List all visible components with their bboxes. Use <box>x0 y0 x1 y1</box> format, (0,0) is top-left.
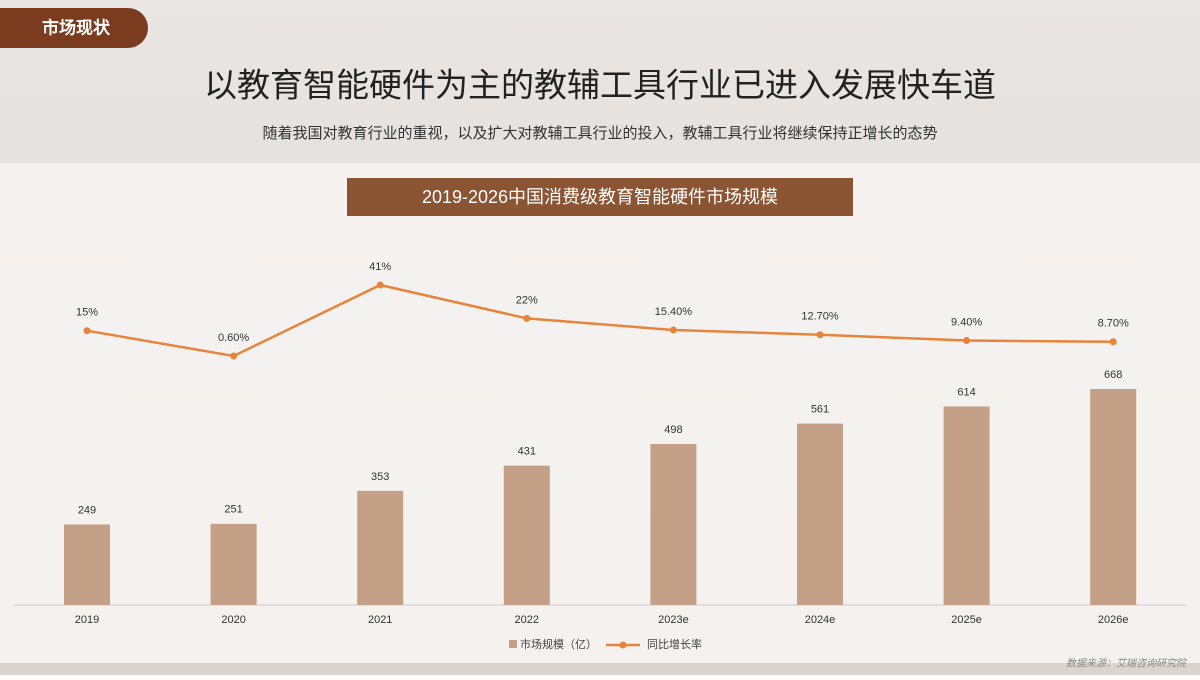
subtitle: 随着我国对教育行业的重视，以及扩大对教辅工具行业的投入，教辅工具行业将继续保持正… <box>262 125 937 142</box>
growth-point <box>1109 338 1117 346</box>
legend-swatch <box>509 640 517 648</box>
bar <box>210 523 257 605</box>
bar <box>943 406 990 605</box>
growth-label: 0.60% <box>218 332 249 344</box>
bar-label: 353 <box>371 471 389 483</box>
growth-point <box>669 326 677 334</box>
growth-label: 9.40% <box>951 316 982 328</box>
bar <box>1090 389 1137 605</box>
x-tick-label: 2021 <box>368 614 392 626</box>
growth-point <box>230 352 238 360</box>
growth-point <box>816 331 824 339</box>
x-tick-label: 2023e <box>658 614 689 626</box>
tag-bg <box>0 8 148 48</box>
growth-point <box>523 314 531 322</box>
bar <box>503 465 550 605</box>
chart-panel <box>0 163 1200 663</box>
bar <box>797 423 843 605</box>
growth-point <box>376 281 384 289</box>
title: 以教育智能硬件为主的教辅工具行业已进入发展快车道 <box>204 67 996 104</box>
bar-label: 614 <box>957 386 975 398</box>
growth-label: 15% <box>76 307 98 319</box>
tag: 市场现状 <box>42 17 111 37</box>
legend-label: 同比增长率 <box>647 637 702 651</box>
growth-line <box>86 283 1114 358</box>
x-tick-label: 2022 <box>515 614 539 626</box>
chart-title: 2019-2026中国消费级教育智能硬件市场规模 <box>422 187 778 207</box>
growth-point <box>83 327 91 335</box>
bar-label: 498 <box>664 424 682 436</box>
bar-label: 668 <box>1104 369 1122 381</box>
x-tick-label: 2025e <box>951 614 982 626</box>
x-tick-label: 2019 <box>75 614 99 626</box>
x-tick-label: 2020 <box>221 614 245 626</box>
x-tick-label: 2026e <box>1098 614 1129 626</box>
legend-swatch <box>619 641 627 649</box>
legend-label: 市场规模（亿） <box>520 637 597 651</box>
bar-label: 251 <box>224 504 242 516</box>
growth-label: 41% <box>369 261 391 273</box>
bar-label: 431 <box>518 446 536 458</box>
growth-label: 15.40% <box>655 306 693 318</box>
growth-label: 12.70% <box>801 311 839 323</box>
growth-label: 22% <box>516 294 538 306</box>
growth-label: 8.70% <box>1098 318 1129 330</box>
bar <box>357 490 404 605</box>
source: 数据来源：艾瑞咨询研究院 <box>1066 658 1188 670</box>
x-tick-label: 2024e <box>805 614 836 626</box>
bar-label: 249 <box>78 504 96 516</box>
bar <box>64 524 110 605</box>
bar-label: 561 <box>811 404 829 416</box>
bar <box>650 443 697 605</box>
growth-point <box>963 337 971 345</box>
chart-title-bg <box>347 178 853 216</box>
